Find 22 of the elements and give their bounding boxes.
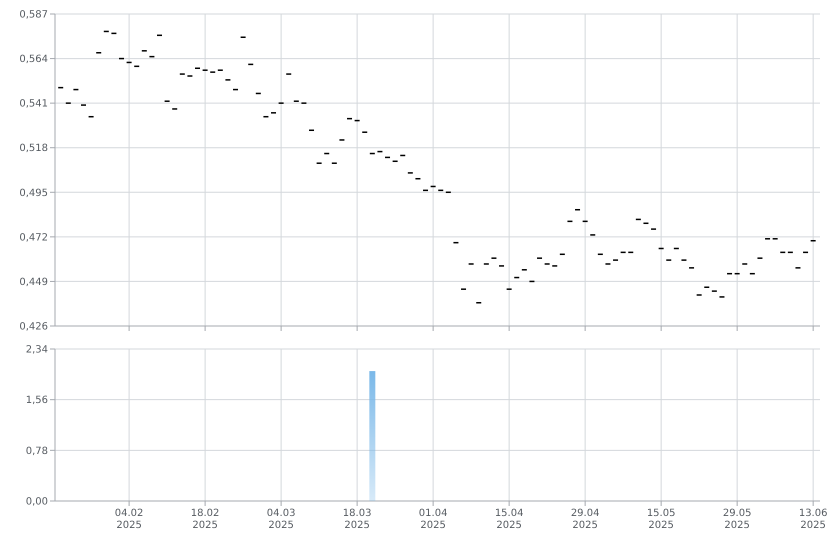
y-tick-label: 0,78 [26, 446, 48, 457]
y-tick-label: 0,587 [19, 10, 48, 20]
x-tick-label: 18.02 2025 [190, 508, 220, 531]
x-tick-label: 15.04 2025 [494, 508, 524, 531]
y-tick-label: 0,472 [19, 232, 48, 244]
x-tick-label: 13.06 2025 [798, 508, 828, 531]
y-tick-label: 2,34 [26, 344, 48, 356]
y-tick-label: 0,449 [19, 276, 48, 288]
x-tick-label: 04.03 2025 [266, 508, 296, 531]
y-tick-label: 1,56 [26, 395, 48, 406]
x-tick-label: 29.04 2025 [570, 508, 600, 531]
x-tick-label: 04.02 2025 [114, 508, 144, 531]
x-tick-label: 01.04 2025 [418, 508, 448, 531]
y-tick-label: 0,426 [19, 322, 48, 332]
y-tick-label: 0,518 [19, 143, 48, 154]
y-tick-label: 0,00 [26, 496, 48, 508]
x-tick-label: 18.03 2025 [342, 508, 372, 531]
x-tick-label: 29.05 2025 [722, 508, 752, 531]
x-tick-label: 15.05 2025 [646, 508, 676, 531]
y-tick-label: 0,495 [19, 188, 48, 199]
y-tick-label: 0,541 [19, 98, 48, 110]
y-tick-label: 0,564 [19, 54, 48, 66]
